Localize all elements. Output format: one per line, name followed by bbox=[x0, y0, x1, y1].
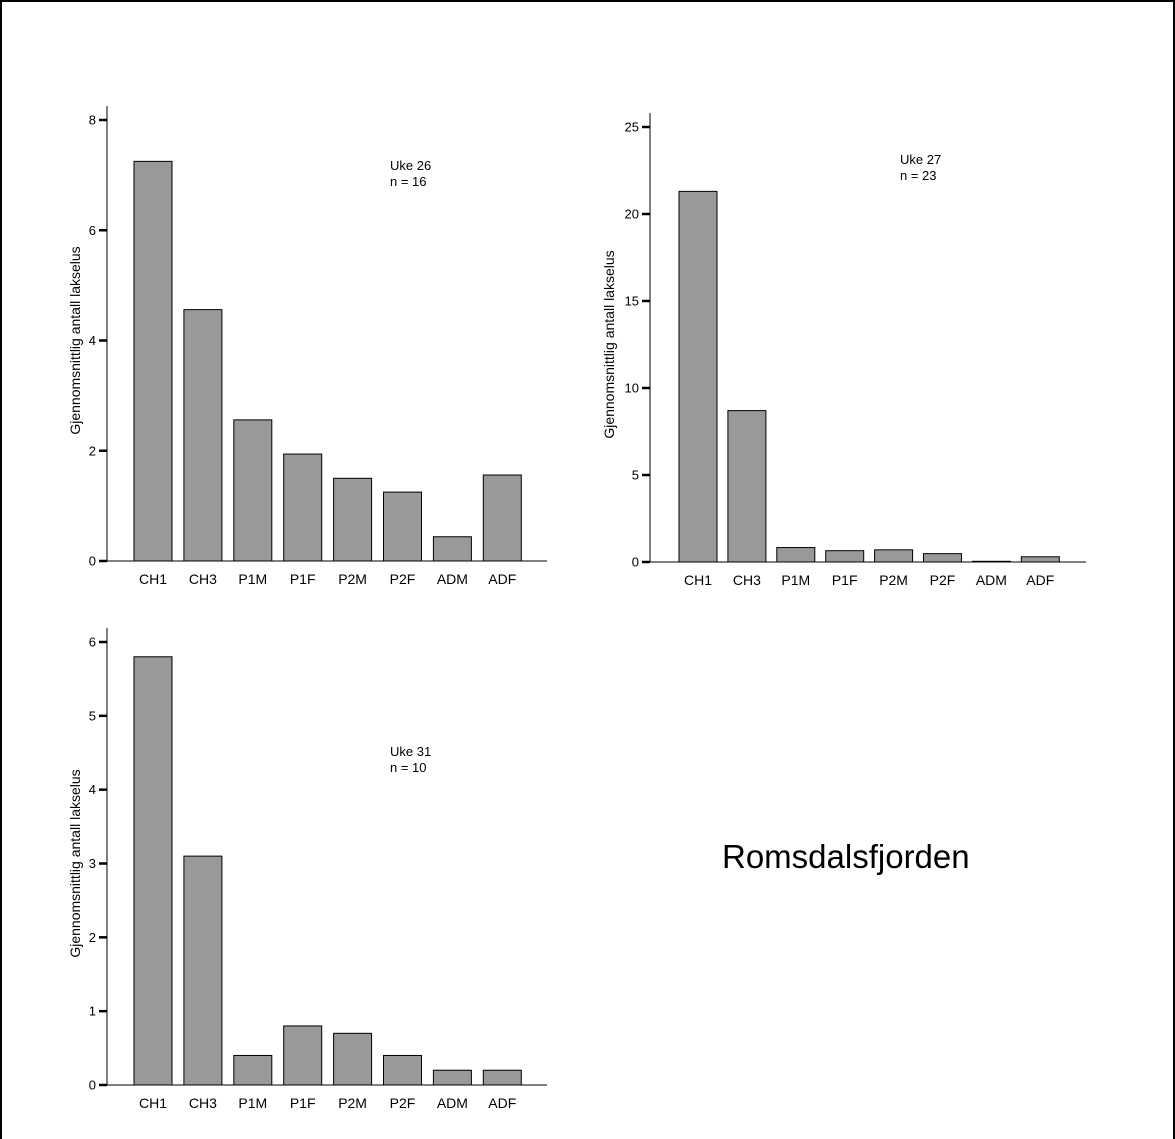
y-tick-label: 0 bbox=[632, 555, 639, 570]
annotation-line: n = 23 bbox=[900, 168, 937, 183]
y-tick-label: 20 bbox=[625, 207, 639, 222]
y-tick-label: 1 bbox=[89, 1004, 96, 1019]
page-title: Romsdalsfjorden bbox=[722, 838, 970, 875]
annotation-line: Uke 26 bbox=[390, 158, 431, 173]
bar-adm bbox=[971, 560, 1011, 563]
x-tick-label-p2f: P2F bbox=[390, 571, 416, 587]
bar-p2f bbox=[383, 1054, 422, 1086]
x-tick-label-ch3: CH3 bbox=[733, 572, 761, 588]
x-tick-label-ch3: CH3 bbox=[189, 1095, 217, 1111]
x-tick-label-adm: ADM bbox=[976, 572, 1007, 588]
bar-ch1 bbox=[133, 160, 173, 562]
x-tick-label-adf: ADF bbox=[488, 1095, 516, 1111]
y-tick-label: 6 bbox=[89, 223, 96, 238]
x-tick-label-p2m: P2M bbox=[338, 571, 367, 587]
y-tick-label: 4 bbox=[89, 782, 96, 797]
bar-p2f bbox=[923, 553, 962, 563]
bar-p1m bbox=[776, 547, 816, 563]
y-tick-label: 5 bbox=[632, 468, 639, 483]
y-tick-label: 0 bbox=[89, 554, 96, 569]
x-tick-label-adf: ADF bbox=[488, 571, 516, 587]
x-tick-label-p1m: P1M bbox=[238, 1095, 267, 1111]
chart-uke26: 0 2 4 6 8 CH1 CH3 P1M P1F P2M P2F ADM ADF Gjennomsnit… bbox=[67, 106, 547, 587]
bar-ch1 bbox=[678, 190, 718, 563]
bar-p1f bbox=[283, 453, 323, 562]
y-tick-label: 0 bbox=[89, 1078, 96, 1093]
x-tick-label-p1f: P1F bbox=[832, 572, 858, 588]
annotation-line: Uke 27 bbox=[900, 152, 941, 167]
x-tick-label-p2f: P2F bbox=[930, 572, 956, 588]
bar-p2m bbox=[333, 1032, 373, 1086]
x-tick-label-p2m: P2M bbox=[338, 1095, 367, 1111]
bar-p1f bbox=[825, 550, 865, 563]
y-tick-label: 10 bbox=[625, 381, 639, 396]
x-tick-label-ch1: CH1 bbox=[139, 571, 167, 587]
y-tick-label: 25 bbox=[625, 120, 639, 135]
y-tick-label: 3 bbox=[89, 856, 96, 871]
x-tick-label-ch1: CH1 bbox=[139, 1095, 167, 1111]
bar-p1f bbox=[283, 1025, 323, 1086]
y-tick-label: 5 bbox=[89, 708, 96, 723]
bar-adm bbox=[432, 1069, 472, 1086]
x-tick-label-ch1: CH1 bbox=[684, 572, 712, 588]
x-tick-label-p1f: P1F bbox=[290, 1095, 316, 1111]
y-axis-title: Gjennomsnittlig antall lakselus bbox=[67, 246, 83, 434]
annotation-line: n = 10 bbox=[390, 760, 427, 775]
x-tick-label-adf: ADF bbox=[1026, 572, 1054, 588]
x-tick-label-p2m: P2M bbox=[879, 572, 908, 588]
bar-adf bbox=[1020, 556, 1060, 563]
bar-p2m bbox=[874, 549, 914, 563]
y-tick-label: 8 bbox=[89, 113, 96, 128]
bar-p2f bbox=[383, 491, 422, 562]
bar-adm bbox=[432, 536, 472, 562]
x-tick-label-p1f: P1F bbox=[290, 571, 316, 587]
x-tick-label-adm: ADM bbox=[437, 1095, 468, 1111]
bar-ch3 bbox=[183, 309, 223, 562]
y-tick-label: 2 bbox=[89, 443, 96, 458]
bar-p2m bbox=[333, 477, 373, 562]
x-tick-label-adm: ADM bbox=[437, 571, 468, 587]
x-tick-label-ch3: CH3 bbox=[189, 571, 217, 587]
chart-uke27: 0 5 10 15 20 25 CH1 CH3 P1M P1F P2M P2F ADM ADF Gjenno… bbox=[601, 113, 1086, 588]
y-tick-label: 2 bbox=[89, 930, 96, 945]
x-tick-label-p1m: P1M bbox=[781, 572, 810, 588]
bar-adf bbox=[482, 474, 522, 562]
bar-adf bbox=[482, 1069, 522, 1086]
chart-uke31: 0 1 2 3 4 5 6 CH1 CH3 P1M P1F P2M P2F ADM ADF Gjennomsn… bbox=[67, 628, 547, 1111]
y-tick-label: 15 bbox=[625, 294, 639, 309]
bar-p1m bbox=[233, 419, 273, 562]
y-tick-label: 6 bbox=[89, 635, 96, 650]
x-tick-label-p1m: P1M bbox=[238, 571, 267, 587]
bar-p1m bbox=[233, 1054, 273, 1086]
y-tick-label: 4 bbox=[89, 333, 96, 348]
bar-ch3 bbox=[183, 855, 223, 1086]
bar-ch1 bbox=[133, 656, 173, 1086]
bar-ch3 bbox=[727, 410, 767, 563]
annotation-line: n = 16 bbox=[390, 174, 427, 189]
y-axis-title: Gjennomsnittlig antall lakselus bbox=[601, 250, 617, 438]
x-tick-label-p2f: P2F bbox=[390, 1095, 416, 1111]
y-axis-title: Gjennomsnittlig antall lakselus bbox=[67, 769, 83, 957]
annotation-line: Uke 31 bbox=[390, 744, 431, 759]
